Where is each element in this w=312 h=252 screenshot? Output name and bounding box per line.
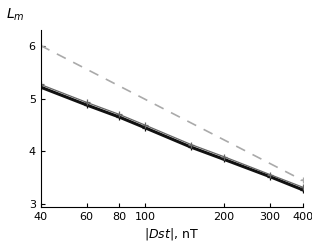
Text: $L_m$: $L_m$ — [7, 7, 25, 23]
X-axis label: $|Dst|$, nT: $|Dst|$, nT — [144, 226, 199, 242]
